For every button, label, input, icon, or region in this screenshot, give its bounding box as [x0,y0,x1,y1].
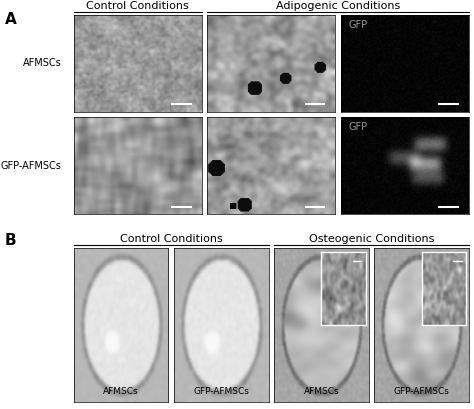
Text: Osteogenic Conditions: Osteogenic Conditions [309,234,434,244]
Text: Control Conditions: Control Conditions [120,234,223,244]
Text: Adipogenic Conditions: Adipogenic Conditions [276,1,400,11]
Text: AFMSCs: AFMSCs [103,387,139,396]
Text: GFP-AFMSCs: GFP-AFMSCs [393,387,449,396]
Text: Control Conditions: Control Conditions [86,1,189,11]
Text: AFMSCs: AFMSCs [304,387,339,396]
Text: GFP: GFP [349,20,368,29]
Text: AFMSCs: AFMSCs [23,58,62,68]
Text: A: A [5,12,17,27]
Text: GFP-AFMSCs: GFP-AFMSCs [193,387,249,396]
Text: GFP-AFMSCs: GFP-AFMSCs [1,161,62,171]
Text: GFP: GFP [349,122,368,132]
Text: B: B [5,233,17,248]
